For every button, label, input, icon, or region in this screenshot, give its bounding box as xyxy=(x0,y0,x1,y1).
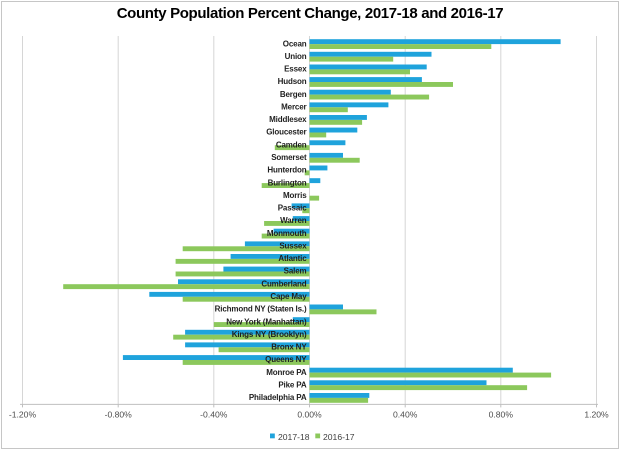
svg-text:Burlington: Burlington xyxy=(268,178,307,187)
svg-text:Somerset: Somerset xyxy=(271,153,307,162)
svg-text:Monroe PA: Monroe PA xyxy=(266,368,307,377)
svg-text:Bronx NY: Bronx NY xyxy=(271,343,307,352)
svg-text:Warren: Warren xyxy=(280,216,307,225)
svg-text:Gloucester: Gloucester xyxy=(266,128,306,137)
svg-text:Mercer: Mercer xyxy=(281,103,306,112)
svg-text:0.80%: 0.80% xyxy=(489,410,514,420)
svg-text:Kings NY (Brooklyn): Kings NY (Brooklyn) xyxy=(232,330,307,339)
svg-text:Essex: Essex xyxy=(284,65,307,74)
svg-text:2017-18: 2017-18 xyxy=(278,432,310,442)
svg-text:Sussex: Sussex xyxy=(279,242,307,251)
svg-text:1.20%: 1.20% xyxy=(584,410,609,420)
svg-text:Richmond NY (Staten Is.): Richmond NY (Staten Is.) xyxy=(215,305,307,314)
svg-text:Hunterdon: Hunterdon xyxy=(267,166,306,175)
svg-text:Bergen: Bergen xyxy=(280,90,307,99)
svg-text:Morris: Morris xyxy=(283,191,307,200)
svg-text:Ocean: Ocean xyxy=(283,39,307,48)
svg-text:Monmouth: Monmouth xyxy=(267,229,307,238)
svg-text:Atlantic: Atlantic xyxy=(278,254,307,263)
svg-text:-1.20%: -1.20% xyxy=(9,410,37,420)
svg-text:Camden: Camden xyxy=(276,140,307,149)
svg-text:-0.40%: -0.40% xyxy=(200,410,228,420)
svg-text:2016-17: 2016-17 xyxy=(323,432,355,442)
svg-text:Cumberland: Cumberland xyxy=(261,279,306,288)
svg-text:Hudson: Hudson xyxy=(278,77,307,86)
svg-text:New York (Manhattan): New York (Manhattan) xyxy=(226,317,307,326)
svg-text:Union: Union xyxy=(285,52,307,61)
svg-text:-0.80%: -0.80% xyxy=(105,410,133,420)
svg-text:Queens NY: Queens NY xyxy=(265,355,307,364)
svg-text:0.00%: 0.00% xyxy=(297,410,322,420)
svg-text:0.40%: 0.40% xyxy=(393,410,418,420)
svg-text:Salem: Salem xyxy=(284,267,307,276)
svg-text:Pike PA: Pike PA xyxy=(278,380,307,389)
svg-text:Cape May: Cape May xyxy=(270,292,307,301)
svg-text:Passaic: Passaic xyxy=(278,204,307,213)
svg-text:Philadelphia PA: Philadelphia PA xyxy=(249,393,307,402)
svg-text:Middlesex: Middlesex xyxy=(269,115,307,124)
